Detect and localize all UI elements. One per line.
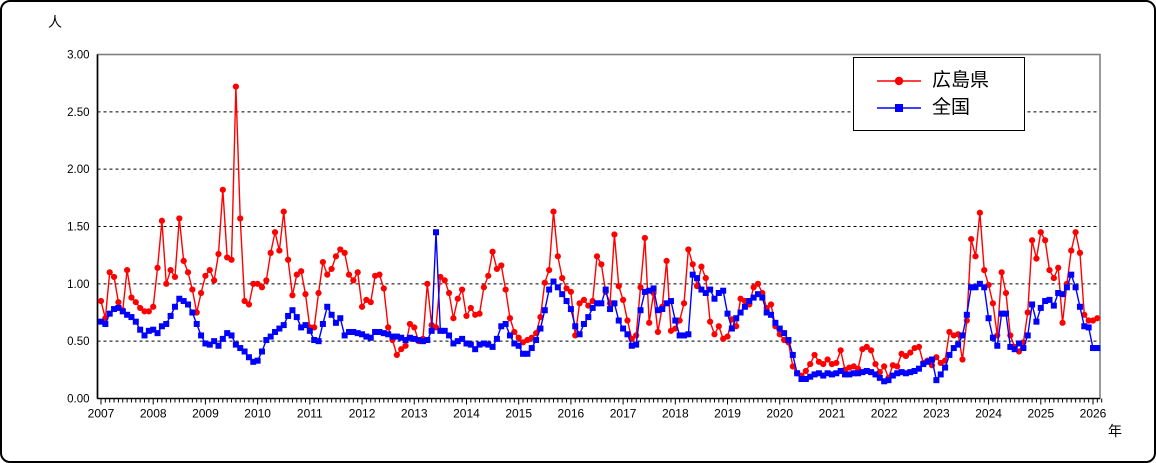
svg-text:2017: 2017: [610, 407, 637, 421]
y-axis-unit-label: 人: [48, 14, 62, 30]
plot-frame: [96, 53, 1101, 400]
svg-text:2021: 2021: [819, 407, 846, 421]
legend-item-zenkoku: 全国: [876, 98, 1024, 117]
svg-text:2024: 2024: [975, 407, 1002, 421]
legend-label-hiroshima: 広島県: [932, 70, 990, 91]
svg-text:2.50: 2.50: [67, 107, 89, 119]
svg-text:2019: 2019: [714, 407, 741, 421]
legend-label-zenkoku: 全国: [932, 97, 971, 118]
series-全国: [98, 229, 1101, 385]
svg-text:2009: 2009: [192, 407, 219, 421]
legend-marker-square-icon: [877, 103, 921, 112]
x-axis-unit-label: 年: [1108, 423, 1122, 439]
svg-text:0.50: 0.50: [67, 336, 89, 348]
svg-text:2025: 2025: [1027, 407, 1054, 421]
svg-text:2023: 2023: [923, 407, 950, 421]
svg-text:2022: 2022: [871, 407, 898, 421]
svg-text:3.00: 3.00: [67, 50, 89, 62]
legend-marker-circle-icon: [877, 76, 921, 85]
svg-text:2015: 2015: [505, 407, 532, 421]
svg-text:2013: 2013: [401, 407, 428, 421]
svg-text:2020: 2020: [766, 407, 793, 421]
svg-text:2008: 2008: [140, 407, 167, 421]
legend: 広島県 全国: [853, 57, 1025, 131]
y-axis-labels: 0.00 0.50 1.00 1.50 2.00 2.50 3.00: [67, 50, 89, 406]
svg-text:2018: 2018: [662, 407, 689, 421]
svg-text:2016: 2016: [558, 407, 585, 421]
svg-text:2.00: 2.00: [67, 164, 89, 176]
svg-text:0.00: 0.00: [67, 394, 89, 406]
x-axis-ticks: 2007 2008 2009 2010 2011 2012 2013 2014 2015 2016…: [88, 398, 1107, 421]
svg-text:2012: 2012: [349, 407, 376, 421]
svg-text:2026: 2026: [1080, 407, 1107, 421]
legend-item-hiroshima: 広島県: [876, 71, 1024, 90]
svg-text:2007: 2007: [88, 407, 115, 421]
svg-text:2011: 2011: [297, 407, 323, 421]
svg-text:1.50: 1.50: [67, 222, 89, 234]
svg-text:1.00: 1.00: [67, 279, 89, 291]
svg-text:2014: 2014: [453, 407, 480, 421]
svg-text:2010: 2010: [244, 407, 271, 421]
